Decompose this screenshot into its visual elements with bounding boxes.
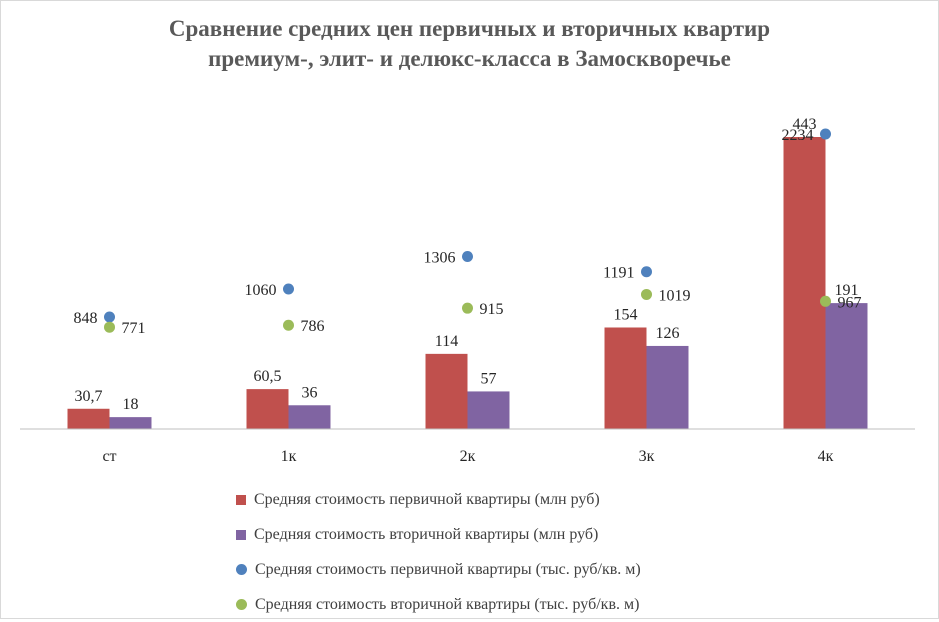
legend-marker-primary-sqm bbox=[236, 564, 247, 575]
chart-title-line-1: Сравнение средних цен первичных и вторич… bbox=[168, 16, 771, 41]
dot-primary-4 bbox=[820, 128, 831, 140]
dot-label-secondary-2: 915 bbox=[480, 301, 504, 318]
x-tick-label-3: 3к bbox=[639, 448, 655, 465]
legend-marker-secondary-sqm bbox=[236, 599, 247, 610]
dot-label-secondary-4: 967 bbox=[838, 294, 862, 311]
dot-label-primary-0: 848 bbox=[74, 310, 98, 327]
legend-label-secondary-price: Средняя стоимость вторичной квартиры (мл… bbox=[254, 525, 599, 543]
bar-label-secondary-0: 18 bbox=[123, 396, 139, 413]
bar-label-primary-2: 114 bbox=[435, 333, 458, 350]
x-tick-label-4: 4к bbox=[818, 448, 834, 465]
dot-secondary-2 bbox=[462, 302, 473, 314]
bar-primary-4 bbox=[783, 137, 826, 429]
bar-secondary-4 bbox=[825, 303, 868, 429]
legend-marker-primary-price bbox=[236, 494, 246, 505]
bar-secondary-3 bbox=[646, 345, 689, 429]
bar-label-secondary-4: 191 bbox=[835, 282, 859, 299]
bar-primary-2 bbox=[425, 353, 468, 429]
dot-secondary-1 bbox=[283, 319, 294, 331]
legend-item-primary-sqm: Средняя стоимость первичной квартиры (ты… bbox=[236, 552, 756, 587]
x-tick-label-1: 1к bbox=[281, 448, 297, 465]
legend-item-secondary-sqm: Средняя стоимость вторичной квартиры (ты… bbox=[236, 587, 756, 622]
dot-label-primary-3: 1191 bbox=[603, 265, 634, 282]
legend-item-secondary-price: Средняя стоимость вторичной квартиры (мл… bbox=[236, 517, 756, 552]
legend-item-primary-price: Средняя стоимость первичной квартиры (мл… bbox=[236, 482, 756, 517]
bar-label-primary-3: 154 bbox=[614, 306, 638, 323]
dot-primary-1 bbox=[283, 283, 294, 295]
dot-label-secondary-1: 786 bbox=[301, 318, 325, 335]
bar-label-primary-1: 60,5 bbox=[254, 368, 282, 385]
legend-marker-secondary-price bbox=[236, 529, 246, 540]
bar-primary-1 bbox=[246, 389, 289, 429]
chart-title: Сравнение средних цен первичных и вторич… bbox=[0, 14, 939, 74]
x-tick-label-2: 2к bbox=[460, 448, 476, 465]
bar-label-secondary-2: 57 bbox=[481, 370, 497, 387]
bar-label-primary-4: 443 bbox=[793, 116, 817, 133]
legend-label-primary-sqm: Средняя стоимость первичной квартиры (ты… bbox=[255, 560, 641, 578]
bar-secondary-2 bbox=[467, 391, 510, 429]
dot-primary-3 bbox=[641, 266, 652, 278]
bar-primary-3 bbox=[604, 327, 647, 429]
bar-label-secondary-1: 36 bbox=[302, 384, 318, 401]
dot-label-primary-2: 1306 bbox=[424, 250, 456, 267]
dot-label-primary-1: 1060 bbox=[245, 282, 277, 299]
legend: Средняя стоимость первичной квартиры (мл… bbox=[236, 482, 756, 622]
bar-primary-0 bbox=[67, 408, 110, 429]
dot-label-primary-4: 2234 bbox=[782, 127, 814, 144]
chart-title-line-2: премиум-, элит- и делюкс-класса в Замоск… bbox=[208, 46, 731, 71]
legend-label-secondary-sqm: Средняя стоимость вторичной квартиры (ты… bbox=[255, 595, 640, 613]
x-tick-label-0: ст bbox=[102, 448, 116, 465]
bar-label-secondary-3: 126 bbox=[656, 325, 680, 342]
dot-primary-2 bbox=[462, 251, 473, 263]
dot-primary-0 bbox=[104, 311, 115, 323]
bar-secondary-1 bbox=[288, 405, 331, 429]
legend-label-primary-price: Средняя стоимость первичной квартиры (мл… bbox=[254, 490, 600, 508]
dot-label-secondary-3: 1019 bbox=[659, 287, 691, 304]
bar-secondary-0 bbox=[109, 417, 152, 429]
bar-label-primary-0: 30,7 bbox=[75, 388, 103, 405]
dot-label-secondary-0: 771 bbox=[122, 320, 146, 337]
dot-secondary-0 bbox=[104, 321, 115, 333]
dot-secondary-3 bbox=[641, 288, 652, 300]
dot-secondary-4 bbox=[820, 295, 831, 307]
